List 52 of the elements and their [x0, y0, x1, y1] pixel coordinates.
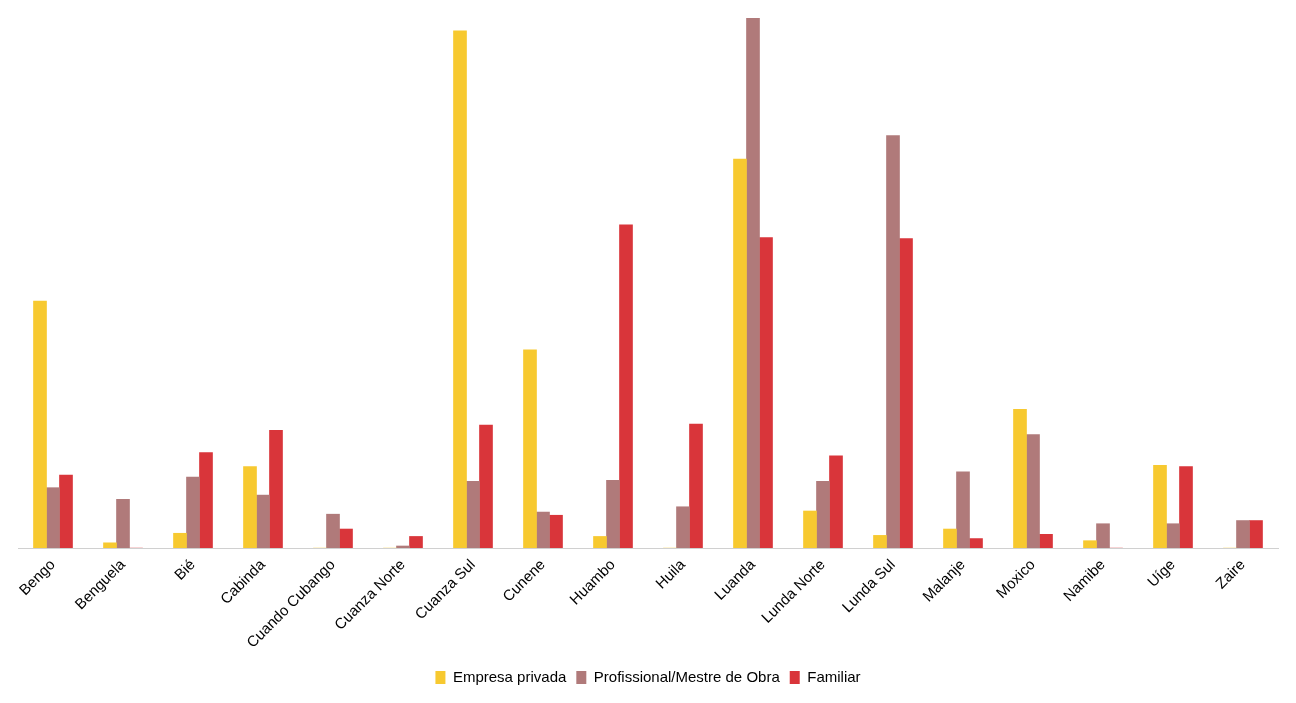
bar	[549, 514, 563, 549]
bar	[466, 480, 480, 549]
bar	[243, 466, 257, 549]
bar	[676, 506, 690, 549]
bar	[943, 528, 957, 549]
bar	[326, 513, 340, 549]
bar	[1166, 523, 1180, 549]
x-tick-label: Uíge	[1143, 555, 1179, 590]
bar	[479, 424, 493, 549]
bar	[746, 18, 760, 549]
bar	[1039, 534, 1053, 549]
bar	[873, 535, 887, 549]
bar	[199, 452, 213, 549]
bar	[536, 511, 550, 549]
bar	[816, 480, 830, 549]
bar	[606, 479, 620, 549]
bar	[1153, 465, 1167, 549]
bar	[1249, 520, 1263, 549]
bar	[173, 532, 187, 549]
bar	[886, 135, 900, 549]
bar	[759, 237, 773, 549]
bar	[733, 158, 747, 549]
bar	[103, 542, 117, 549]
bar	[956, 471, 970, 549]
bar	[593, 536, 607, 549]
bar	[1096, 523, 1110, 549]
bar	[523, 349, 537, 549]
bar	[969, 538, 983, 549]
bar	[899, 238, 913, 549]
bar	[453, 30, 467, 549]
x-tick-label: Bié	[170, 555, 199, 583]
bar	[409, 536, 423, 549]
bar	[829, 455, 843, 549]
bar	[1236, 520, 1250, 549]
legend-label: Familiar	[807, 667, 861, 685]
bar	[269, 430, 283, 549]
bar	[1013, 408, 1027, 549]
legend-label: Profissional/Mestre de Obra	[593, 667, 781, 685]
bar	[619, 224, 633, 549]
bar	[1026, 434, 1040, 549]
bar	[339, 528, 353, 549]
bar	[116, 499, 130, 549]
bar	[1083, 540, 1097, 549]
bar	[689, 423, 703, 549]
bar	[33, 300, 47, 549]
legend-label: Empresa privada	[452, 667, 567, 685]
bar	[803, 510, 817, 549]
bar	[186, 476, 200, 549]
bar	[256, 494, 270, 549]
bar	[1179, 466, 1193, 549]
bar	[46, 487, 60, 549]
bar	[59, 474, 73, 549]
